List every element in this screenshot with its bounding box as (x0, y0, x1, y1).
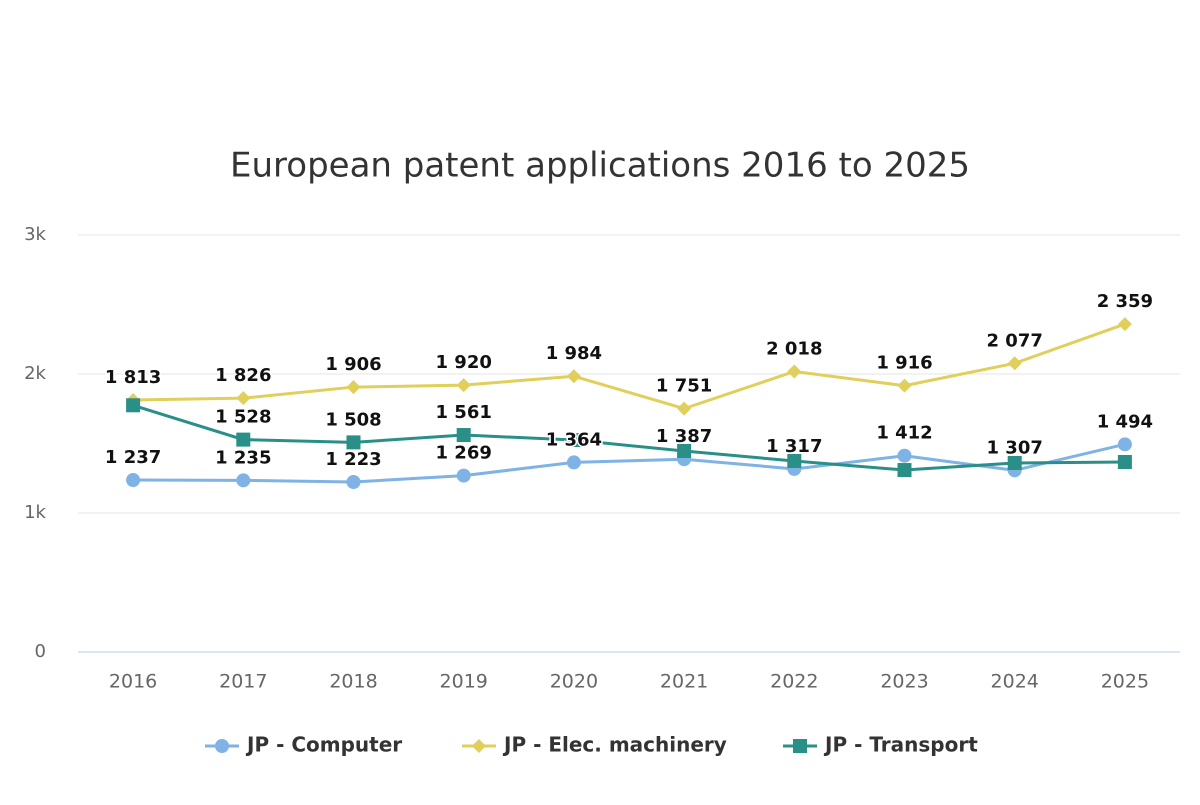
x-tick-label: 2021 (660, 671, 708, 693)
legend-label: JP - Elec. machinery (502, 733, 727, 757)
data-label: 1 494 (1097, 411, 1153, 432)
data-label: 1 916 (876, 353, 932, 374)
legend-marker (793, 739, 807, 753)
data-label: 1 984 (546, 343, 602, 364)
data-point (677, 444, 692, 459)
data-point (346, 380, 361, 395)
data-point (787, 454, 802, 469)
data-label: 1 508 (325, 409, 381, 430)
data-label: 2 359 (1097, 291, 1153, 312)
data-point (566, 455, 581, 470)
x-tick-label: 2022 (770, 671, 818, 693)
legend-label: JP - Computer (245, 733, 402, 757)
data-label: 1 826 (215, 365, 271, 386)
data-label: 2 077 (987, 330, 1043, 351)
data-label: 1 412 (876, 423, 932, 444)
data-point (236, 473, 251, 488)
data-label: 1 364 (546, 429, 602, 450)
data-point (566, 369, 581, 384)
data-point (236, 391, 251, 406)
data-point (456, 428, 471, 443)
series-line (133, 442, 1126, 484)
data-point (677, 401, 692, 416)
x-tick-label: 2020 (550, 671, 598, 693)
data-point (897, 463, 912, 478)
x-tick-label: 2018 (329, 671, 377, 693)
legend-marker (215, 739, 229, 753)
data-label: 1 920 (436, 352, 492, 373)
data-point (1117, 454, 1132, 469)
data-label: 1 317 (766, 436, 822, 457)
x-tick-label: 2025 (1101, 671, 1149, 693)
data-label: 1 751 (656, 376, 712, 397)
legend-label: JP - Transport (823, 733, 978, 757)
series-line (132, 403, 1125, 472)
x-tick-label: 2017 (219, 671, 267, 693)
data-point (1117, 437, 1132, 452)
data-point (346, 435, 361, 450)
data-label: 1 813 (105, 367, 161, 388)
data-point (456, 378, 471, 393)
data-label: 2 018 (766, 338, 822, 359)
data-label: 1 223 (325, 449, 381, 470)
data-label: 1 528 (215, 407, 271, 428)
series-line (133, 322, 1126, 411)
chart-title: European patent applications 2016 to 202… (230, 146, 970, 186)
data-label: 1 237 (105, 447, 161, 468)
data-point (566, 433, 581, 448)
data-point (346, 475, 361, 490)
y-tick-label: 3k (24, 224, 46, 245)
data-point (126, 473, 141, 488)
data-point (897, 378, 912, 393)
data-point (1007, 455, 1022, 470)
legend-marker (472, 739, 486, 753)
data-point (787, 364, 802, 379)
x-tick-label: 2023 (880, 671, 928, 693)
data-point (1007, 356, 1022, 371)
data-point (1117, 317, 1132, 332)
x-tick-label: 2024 (991, 671, 1039, 693)
x-tick-label: 2016 (109, 671, 157, 693)
data-label: 1 561 (436, 402, 492, 423)
y-tick-label: 2k (24, 363, 46, 384)
data-point (126, 398, 141, 413)
data-label: 1 307 (987, 437, 1043, 458)
y-tick-label: 1k (24, 502, 46, 523)
data-label: 1 235 (215, 447, 271, 468)
data-label: 1 906 (325, 354, 381, 375)
data-point (897, 448, 912, 463)
data-label: 1 387 (656, 426, 712, 447)
data-label: 1 269 (436, 443, 492, 464)
y-tick-label: 0 (35, 641, 46, 662)
data-point (236, 432, 251, 447)
data-point (456, 468, 471, 483)
x-tick-label: 2019 (440, 671, 488, 693)
